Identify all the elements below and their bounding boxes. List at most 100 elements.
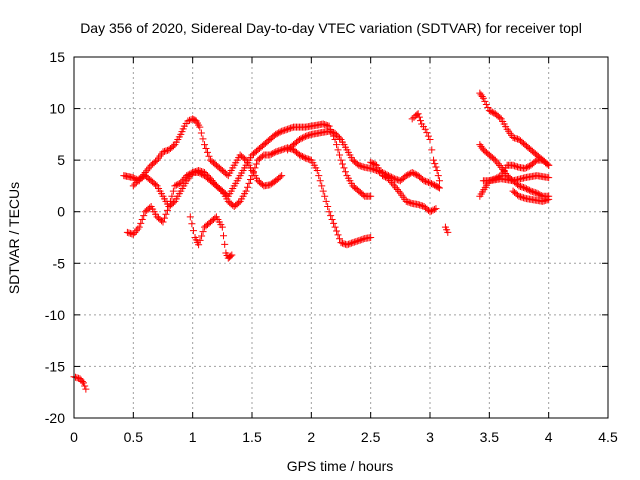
data-point [321, 192, 329, 200]
data-point [135, 175, 143, 183]
data-point [288, 124, 296, 132]
data-point [350, 238, 358, 246]
data-point [252, 160, 260, 168]
data-point [202, 145, 210, 153]
data-point [242, 187, 250, 195]
data-point [319, 120, 327, 128]
data-point [241, 155, 249, 163]
data-point [531, 157, 539, 165]
data-point [316, 177, 324, 185]
data-point [331, 136, 339, 144]
data-point [278, 146, 286, 154]
data-point [545, 161, 553, 169]
data-point [338, 239, 346, 247]
data-point [522, 185, 530, 193]
data-point [275, 147, 283, 155]
data-point [395, 187, 403, 195]
data-point [235, 199, 243, 207]
data-point [512, 162, 520, 170]
data-point [333, 227, 341, 235]
data-point [522, 164, 530, 172]
data-point [211, 214, 219, 222]
y-tick-label: 10 [49, 101, 65, 117]
data-point [228, 251, 236, 259]
data-point [368, 159, 376, 167]
data-point [427, 180, 435, 188]
data-point [405, 198, 413, 206]
data-point [300, 153, 308, 161]
data-point [248, 172, 256, 180]
data-point [278, 172, 286, 180]
data-point [160, 214, 168, 222]
y-tick-label: -5 [53, 255, 66, 271]
data-point [511, 162, 519, 170]
data-point [421, 125, 429, 133]
data-point [481, 97, 489, 105]
data-point [169, 142, 177, 150]
data-point [276, 146, 284, 154]
data-point [129, 230, 137, 238]
data-point [295, 151, 303, 159]
data-point [545, 195, 553, 203]
data-point [390, 175, 398, 183]
data-point [419, 202, 427, 210]
data-point [129, 182, 137, 190]
data-point [417, 202, 425, 210]
data-point [509, 161, 517, 169]
data-point [220, 232, 228, 240]
y-tick-label: -20 [45, 410, 65, 426]
data-point [340, 164, 348, 172]
data-point [199, 135, 207, 143]
data-point [267, 150, 275, 158]
data-point [146, 163, 154, 171]
data-point [189, 227, 197, 235]
series-s9 [441, 223, 452, 236]
data-point [276, 128, 284, 136]
data-point [367, 164, 375, 172]
data-point [303, 132, 311, 140]
x-tick-label: 2.5 [361, 429, 381, 445]
data-point [515, 182, 523, 190]
data-point [270, 149, 278, 157]
data-point [543, 160, 551, 168]
data-point [137, 174, 145, 182]
data-point [479, 94, 487, 102]
data-point [343, 241, 351, 249]
data-point [328, 128, 336, 136]
data-point [382, 173, 389, 181]
data-point [512, 134, 520, 142]
data-point [392, 175, 400, 183]
data-point [188, 220, 196, 228]
data-point [304, 131, 312, 139]
data-point [434, 172, 442, 180]
data-point [244, 183, 252, 191]
data-point [411, 170, 419, 178]
data-point [249, 168, 257, 176]
data-point [169, 199, 177, 207]
data-point [186, 213, 194, 221]
data-point [272, 130, 280, 138]
data-point [368, 165, 376, 173]
data-point [359, 235, 367, 243]
data-point [201, 141, 209, 149]
data-point [416, 201, 424, 209]
data-point [195, 169, 203, 177]
data-point [519, 194, 527, 202]
y-tick-label: 0 [57, 204, 65, 220]
series-s1 [70, 373, 90, 393]
data-point [258, 152, 266, 160]
data-point [419, 175, 427, 183]
data-point [404, 171, 412, 179]
y-tick-label: -10 [45, 307, 65, 323]
data-point [330, 219, 338, 227]
data-point [429, 180, 437, 188]
data-point [131, 180, 139, 188]
data-point [491, 156, 499, 164]
data-point [306, 156, 314, 164]
data-point [334, 231, 342, 239]
data-point [496, 114, 504, 122]
data-point [315, 172, 323, 180]
data-point [484, 104, 492, 112]
data-point [344, 240, 352, 248]
data-points [70, 89, 553, 393]
